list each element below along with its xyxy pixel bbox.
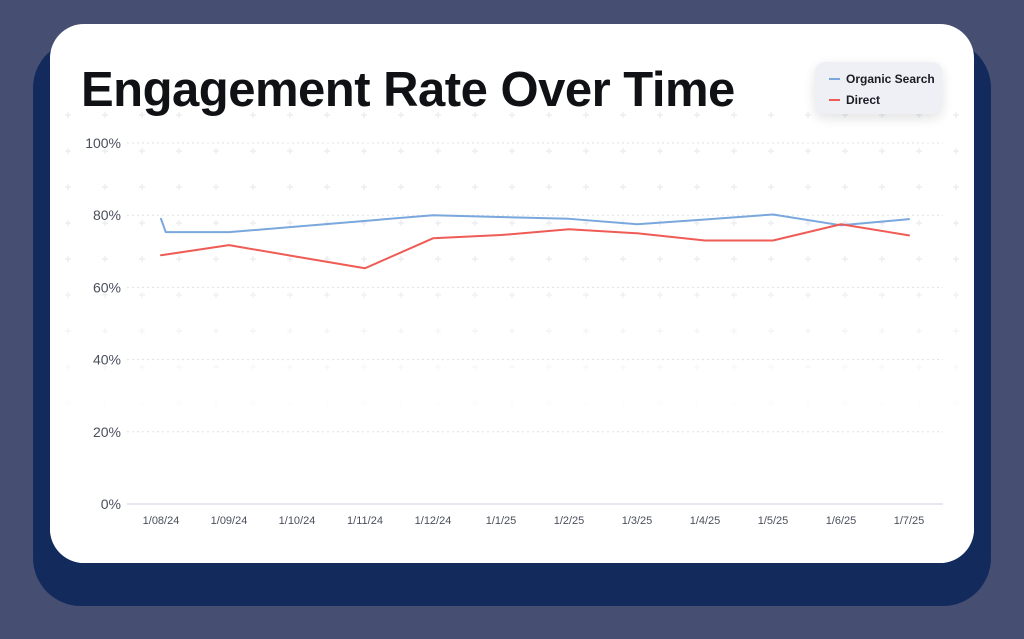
y-tick-label: 80% bbox=[93, 207, 121, 223]
x-tick-label: 1/10/24 bbox=[279, 515, 316, 527]
legend-item-direct[interactable]: Direct bbox=[829, 93, 880, 107]
x-tick-label: 1/6/25 bbox=[826, 515, 857, 527]
legend-swatch-organic-search bbox=[829, 78, 840, 80]
y-tick-label: 60% bbox=[93, 279, 121, 295]
y-tick-label: 40% bbox=[93, 352, 121, 368]
chart-card: Engagement Rate Over Time 0% 20% 40% 60% 80%… bbox=[50, 24, 974, 563]
legend-label: Organic Search bbox=[846, 72, 935, 86]
series-line-direct bbox=[160, 223, 910, 270]
series-line-organic-search bbox=[160, 213, 910, 234]
line-chart: 0% 20% 40% 60% 80% 100% 1/08/24 1/09/24 1/10/24 1… bbox=[85, 135, 943, 527]
x-tick-label: 1/7/25 bbox=[894, 515, 925, 527]
y-tick-label: 0% bbox=[101, 496, 121, 512]
x-tick-label: 1/2/25 bbox=[554, 515, 585, 527]
x-tick-label: 1/08/24 bbox=[143, 515, 180, 527]
x-tick-label: 1/4/25 bbox=[690, 515, 721, 527]
x-tick-label: 1/5/25 bbox=[758, 515, 789, 527]
legend-label: Direct bbox=[846, 93, 881, 107]
chart-title: Engagement Rate Over Time bbox=[81, 63, 735, 117]
legend: Organic Search Direct bbox=[815, 62, 942, 114]
x-tick-label: 1/12/24 bbox=[415, 515, 452, 527]
legend-swatch-direct bbox=[829, 99, 840, 101]
y-tick-label: 100% bbox=[85, 135, 121, 151]
x-tick-label: 1/1/25 bbox=[486, 515, 517, 527]
plus-pattern-background bbox=[50, 24, 974, 563]
x-tick-label: 1/09/24 bbox=[211, 515, 248, 527]
x-tick-label: 1/3/25 bbox=[622, 515, 653, 527]
x-tick-label: 1/11/24 bbox=[347, 515, 383, 527]
legend-item-organic-search[interactable]: Organic Search bbox=[829, 72, 935, 86]
y-tick-label: 20% bbox=[93, 424, 121, 440]
